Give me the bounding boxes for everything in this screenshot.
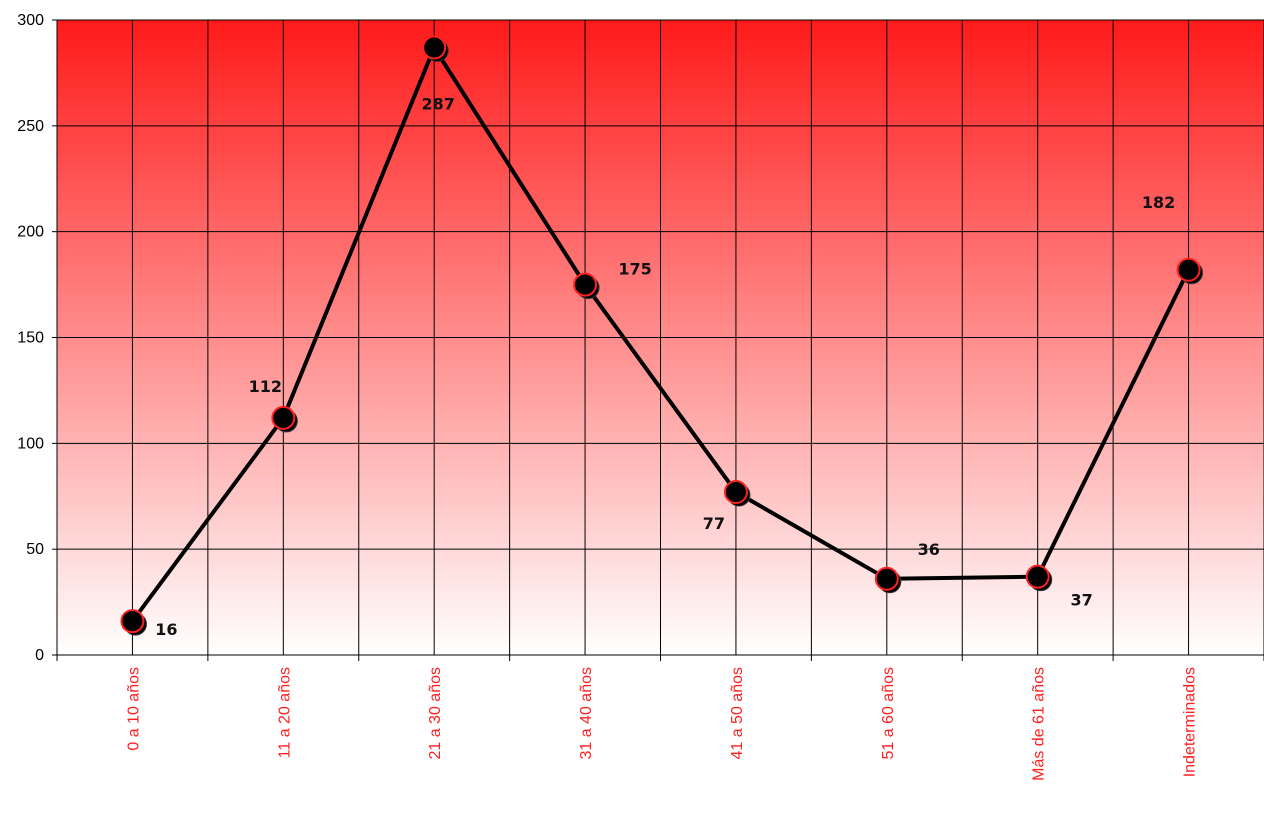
x-axis-ticks: 0 a 10 años 11 a 20 años 21 a 30 años 31 a … xyxy=(125,667,1198,781)
data-label: 287 xyxy=(421,95,454,114)
data-point xyxy=(574,274,596,296)
data-label: 36 xyxy=(918,540,940,559)
y-tick-label: 100 xyxy=(17,435,44,452)
x-tick-label: 51 a 60 años xyxy=(880,667,897,760)
x-tick-label: 11 a 20 años xyxy=(276,667,293,758)
data-label: 112 xyxy=(249,377,282,396)
y-axis-ticks: 0 50 100 150 200 250 300 xyxy=(17,12,44,664)
x-tick-label: 0 a 10 años xyxy=(125,667,142,751)
y-tick-label: 150 xyxy=(17,330,44,347)
data-point xyxy=(1178,259,1200,281)
y-tick-label: 250 xyxy=(17,118,44,135)
data-point xyxy=(1027,566,1049,588)
data-label: 37 xyxy=(1071,591,1093,610)
y-tick-label: 200 xyxy=(17,224,44,241)
data-point xyxy=(725,481,747,503)
y-tick-label: 50 xyxy=(26,541,44,558)
data-point xyxy=(272,407,294,429)
data-label: 77 xyxy=(703,514,725,533)
y-tick-label: 0 xyxy=(35,647,44,664)
y-tick-label: 300 xyxy=(17,12,44,29)
data-label: 182 xyxy=(1142,193,1175,212)
x-tick-label: 31 a 40 años xyxy=(578,667,595,760)
data-label: 175 xyxy=(618,260,651,279)
x-tick-label: Indeterminados xyxy=(1182,667,1199,777)
data-point xyxy=(876,568,898,590)
data-point xyxy=(121,610,143,632)
x-tick-label: 41 a 50 años xyxy=(729,667,746,760)
data-point xyxy=(423,37,445,59)
x-tick-label: 21 a 30 años xyxy=(427,667,444,760)
data-label: 16 xyxy=(155,620,177,639)
x-tick-label: Más de 61 años xyxy=(1031,667,1048,781)
